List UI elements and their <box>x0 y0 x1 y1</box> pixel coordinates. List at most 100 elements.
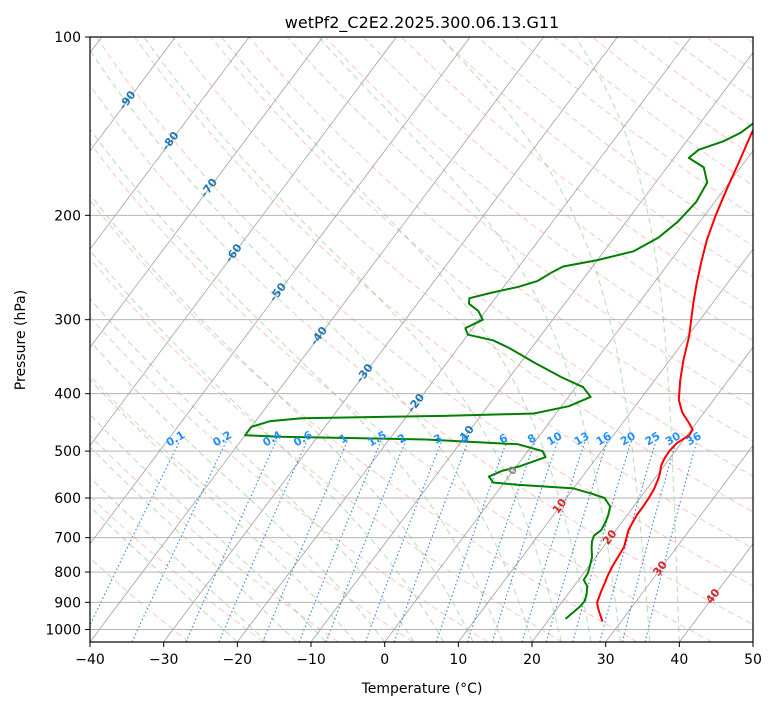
x-tick-label: 40 <box>670 652 688 668</box>
pressure-grid <box>90 37 753 630</box>
isotherm-label: -30 <box>353 361 376 385</box>
isotherm-line <box>237 37 692 642</box>
isotherm-line <box>90 37 176 152</box>
mixing-ratio-label: 1.5 <box>365 428 388 449</box>
moist-adiabat <box>143 37 562 642</box>
dry-adiabat <box>90 257 563 642</box>
isotherm-line <box>90 37 250 250</box>
y-tick-label: 700 <box>54 531 81 547</box>
dry-adiabat <box>90 495 264 642</box>
y-tick-label: 200 <box>54 208 81 224</box>
isotherm-label: 40 <box>703 586 723 606</box>
dewpoint-profile <box>244 122 753 620</box>
isotherm-label: 30 <box>650 558 670 578</box>
mixing-ratio-line <box>599 440 657 642</box>
isotherm-label: -60 <box>222 241 245 265</box>
dry-adiabat <box>744 37 753 44</box>
x-tick-label: 50 <box>744 652 762 668</box>
isotherm-label: 0 <box>505 463 520 477</box>
moist-adiabat <box>90 249 445 642</box>
dry-adiabat <box>90 84 753 625</box>
moist-adiabat <box>221 37 592 642</box>
moist-adiabat <box>318 37 621 642</box>
x-tick-label: −20 <box>223 652 253 668</box>
mixing-ratio-line <box>90 440 181 627</box>
profiles <box>244 122 753 622</box>
isotherm-line <box>458 248 753 642</box>
isotherm-label: -40 <box>308 324 331 348</box>
moist-adiabat <box>90 49 533 642</box>
isotherm-line <box>90 37 397 447</box>
x-tick-label: 10 <box>449 652 467 668</box>
y-tick-label: 300 <box>54 313 81 329</box>
y-tick-label: 500 <box>54 444 81 460</box>
isotherm-label: 10 <box>550 496 570 516</box>
dry-adiabat <box>248 37 753 442</box>
background-lines <box>90 37 753 642</box>
y-axis-label: Pressure (hPa) <box>13 290 29 390</box>
moist-adiabat <box>90 340 386 642</box>
x-tick-label: 20 <box>523 652 541 668</box>
x-tick-label: 30 <box>597 652 615 668</box>
dry-adiabat <box>477 37 753 247</box>
mixing-ratio-label: 25 <box>643 429 663 448</box>
mixing-ratio-line <box>262 440 349 642</box>
isotherm-line <box>90 37 471 545</box>
mixing-ratio-line <box>621 440 677 642</box>
mixing-ratio-line <box>644 440 698 642</box>
moist-adiabat <box>90 413 327 642</box>
mixing-ratio-line <box>185 440 277 642</box>
x-tick-label: −10 <box>296 652 326 668</box>
isotherm-line <box>752 641 753 642</box>
dry-adiabat <box>363 37 753 342</box>
mixing-ratio-label: 8 <box>525 431 538 446</box>
mixing-ratio-label: 10 <box>545 429 565 448</box>
isotherm-line <box>605 444 753 642</box>
mixing-ratio-label: 13 <box>572 429 592 448</box>
x-tick-label: −40 <box>75 652 105 668</box>
mixing-ratio-line <box>572 440 632 642</box>
isotherm-line <box>90 37 545 642</box>
axes: −40 −30 −20 −10 0 10 20 30 40 5010020030040050060… <box>45 30 762 668</box>
moist-adiabat <box>90 128 503 642</box>
x-tick-label: 0 <box>380 652 389 668</box>
dry-adiabat <box>90 199 638 642</box>
mixing-ratio-line <box>435 440 508 642</box>
isotherm-label: -70 <box>198 176 221 200</box>
dry-adiabat <box>90 316 488 642</box>
plot-frame <box>89 36 754 643</box>
isotherm-line <box>90 37 324 348</box>
dry-adiabat <box>90 142 712 642</box>
x-tick-label: −30 <box>149 652 179 668</box>
dry-adiabat <box>134 37 753 550</box>
isotherm-line <box>163 37 618 642</box>
line-labels: -100-90-80-70-60-50-40-30-20-10010203040… <box>90 51 723 607</box>
y-tick-label: 600 <box>54 491 81 507</box>
dry-adiabat <box>210 37 753 477</box>
mixing-ratio-label: 0.2 <box>211 428 234 449</box>
mixing-ratio-label: 0.1 <box>164 428 187 449</box>
mixing-ratio-line <box>491 440 559 642</box>
mixing-ratio-label: 16 <box>594 429 614 448</box>
mixing-ratio-line <box>393 440 469 642</box>
isotherm-line <box>310 51 753 642</box>
chart-title: wetPf2_C2E2.2025.300.06.13.G11 <box>285 13 559 33</box>
dry-adiabat <box>324 37 753 375</box>
isotherm-line <box>531 346 753 642</box>
dry-adiabat <box>668 37 753 100</box>
y-tick-label: 900 <box>54 595 81 611</box>
y-tick-label: 800 <box>54 565 81 581</box>
y-tick-label: 100 <box>54 30 81 46</box>
isotherm-line <box>679 543 753 642</box>
dry-adiabat <box>401 37 753 310</box>
isotherm-label: -50 <box>267 280 290 304</box>
mixing-ratio-label: 3 <box>431 431 444 446</box>
dry-adiabat <box>172 37 753 513</box>
mixing-ratio-line <box>545 440 608 642</box>
isotherm-label: 20 <box>600 527 620 547</box>
mixing-ratio-label: 0.6 <box>291 428 315 449</box>
mixing-ratio-line <box>521 440 586 642</box>
mixing-ratio-line <box>131 440 228 642</box>
isotherm-label: -90 <box>116 88 139 112</box>
